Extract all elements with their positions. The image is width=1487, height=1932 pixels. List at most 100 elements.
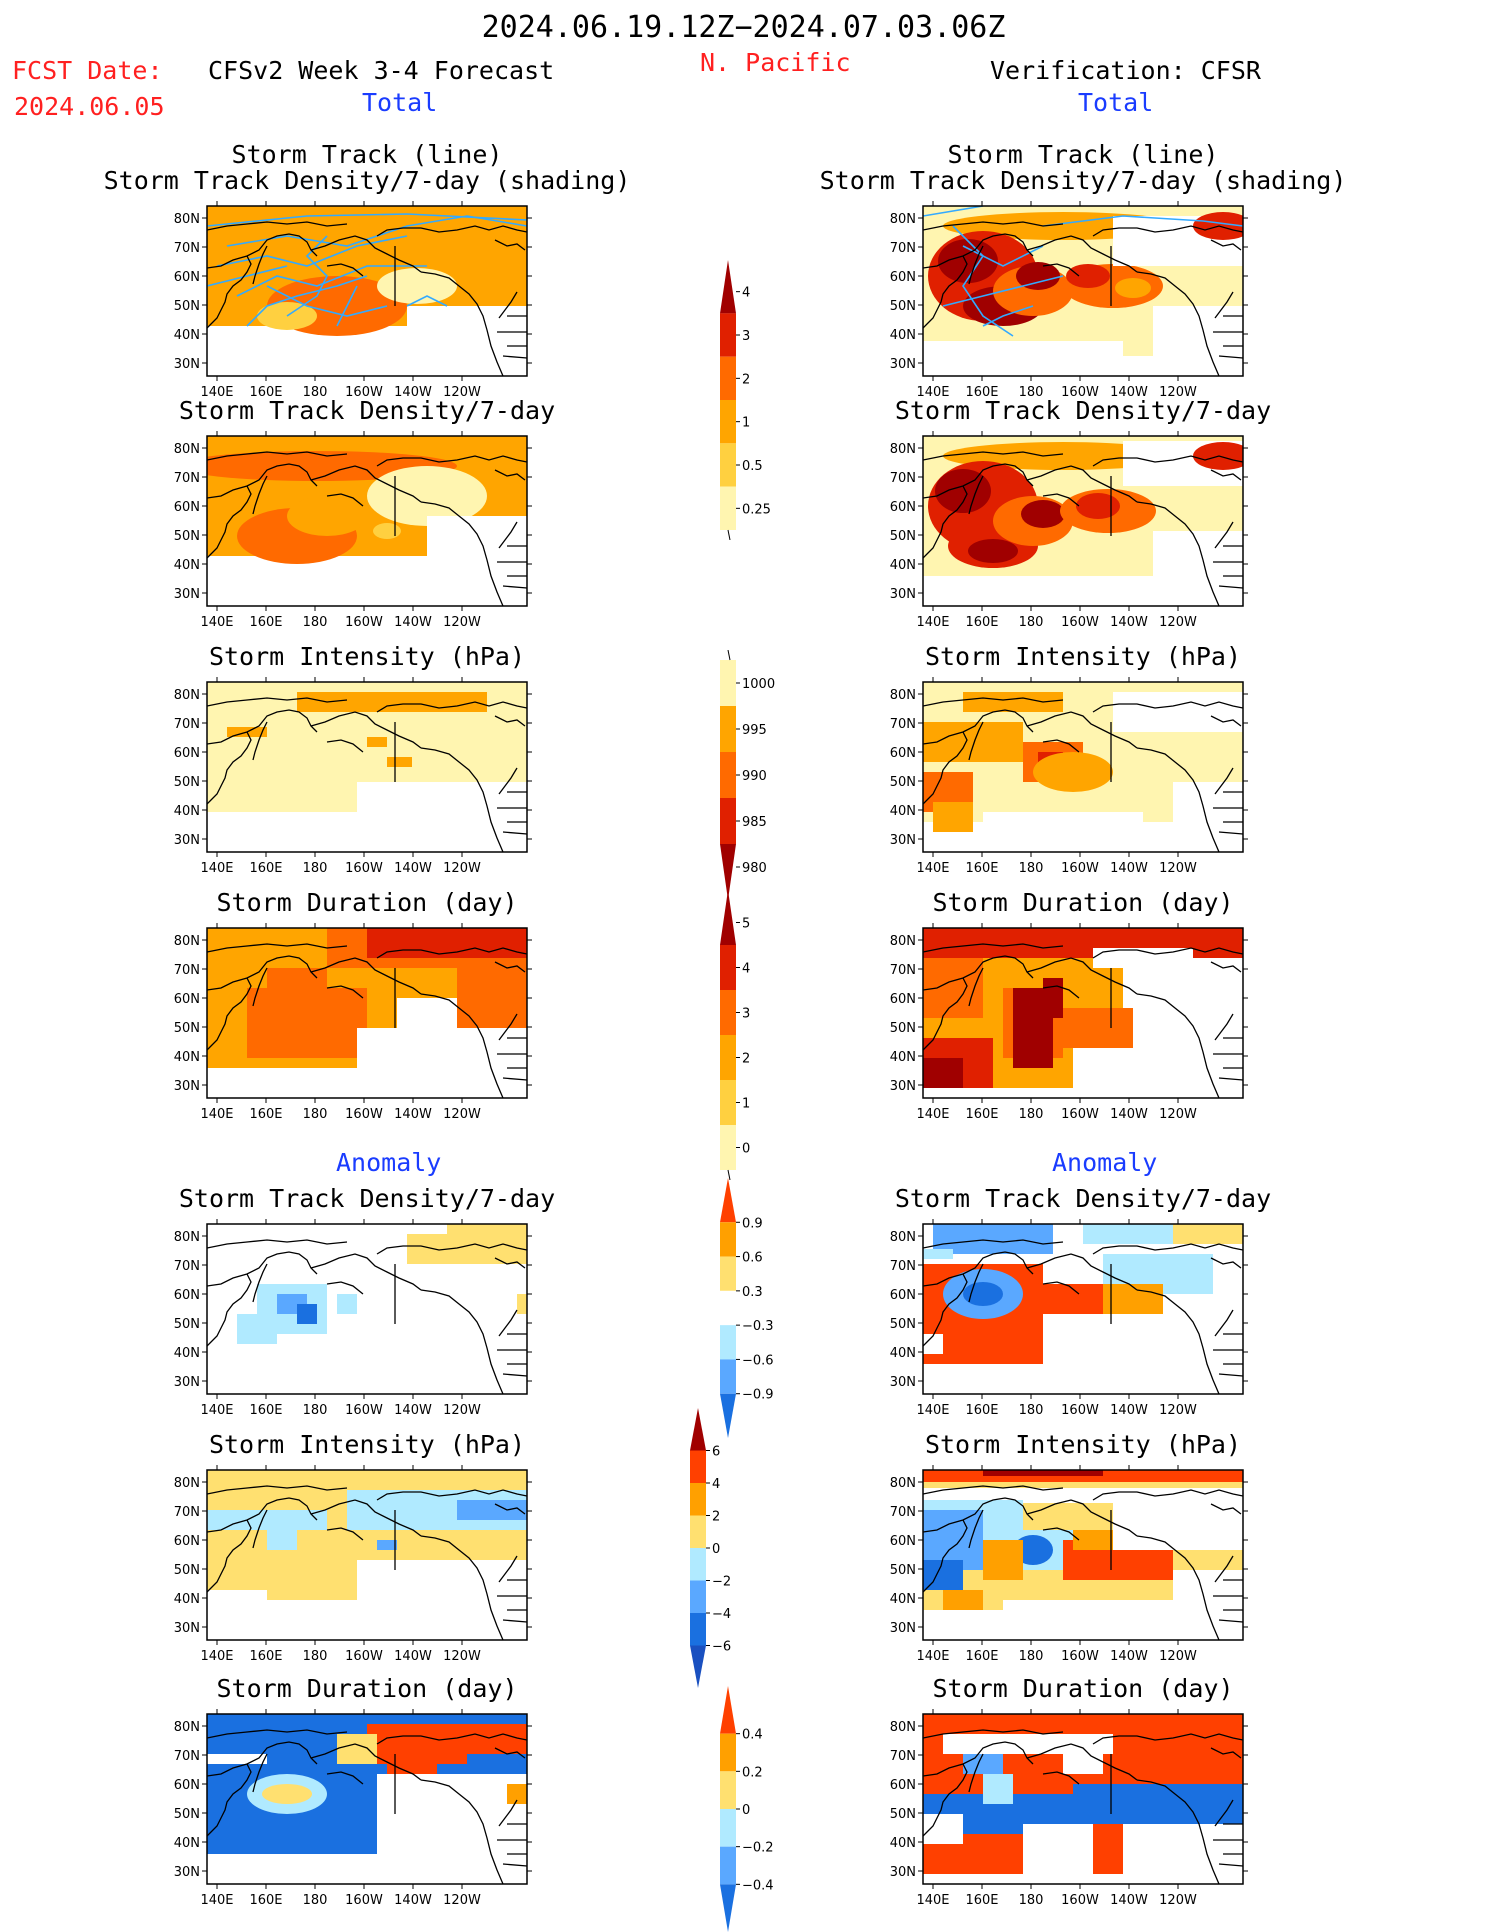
lat-tick-label: 30N [890,357,916,372]
colorbar-label: 995 [742,723,767,738]
lat-tick-label: 70N [890,471,916,486]
coastline [1026,465,1138,503]
shaded-region [377,268,457,304]
shaded-region [1076,493,1120,519]
lon-tick-label: 140W [394,1893,432,1908]
coastline [207,1273,252,1347]
lat-tick-label: 60N [174,1288,200,1303]
coastline [252,1263,268,1303]
storm-track-line [942,275,1064,307]
colorbar-swatch [720,356,736,400]
colorbar: 0.4 0.2 0 −0.2 −0.4 [720,1686,800,1932]
lon-tick-label: 160W [345,385,383,400]
coastline [498,1555,518,1583]
lon-tick-label: 120W [443,1107,481,1122]
coastline [207,1251,318,1287]
lat-tick-label: 80N [174,1720,200,1735]
lon-tick-label: 140E [916,861,949,876]
lat-tick-label: 60N [890,1288,916,1303]
colorbar-label: 0 [712,1542,720,1557]
coastline [420,271,504,376]
shaded-region [1123,968,1183,1008]
coastline [1136,1535,1220,1640]
lat-tick-label: 30N [174,1375,200,1390]
shaded-region [337,1294,357,1314]
storm-track-line [952,225,1014,337]
lat-tick-label: 80N [890,688,916,703]
lat-tick-label: 70N [890,1259,916,1274]
lon-tick-label: 180 [1019,861,1044,876]
shaded-region [427,516,527,606]
colorbar-label: 5 [742,917,750,932]
colorbar-swatch [720,660,736,706]
coastline [1042,1771,1080,1785]
lat-tick-label: 50N [174,1807,200,1822]
lon-tick-label: 120W [1159,861,1197,876]
coastline [207,1741,318,1777]
colorbar: 0.9 0.6 0.3 −0.3 −0.6 −0.9 [720,1178,800,1438]
lat-tick-label: 30N [174,1865,200,1880]
shaded-region [1153,306,1243,376]
shaded-region [1193,212,1243,240]
shaded-region [1063,1734,1103,1774]
lon-tick-label: 160E [249,1107,282,1122]
coastline [252,721,268,761]
lon-tick-label: 140W [394,385,432,400]
shaded-region [923,928,1243,958]
lon-tick-label: 180 [303,1403,328,1418]
coastline [376,455,527,467]
coastline [376,1733,527,1745]
coastline [1026,1499,1138,1537]
lon-tick-label: 160W [1061,1893,1099,1908]
coastline [502,831,527,835]
colorbar-label: 0.6 [742,1251,763,1266]
coastline [502,355,527,359]
shaded-region [923,576,1123,606]
coastline [498,521,518,549]
map-panel: 80N 70N 60N 50N 40N 30N 140E 160E 180 160W 140W 120… [863,922,1263,1132]
lon-tick-label: 160W [1061,1107,1099,1122]
shaded-region [983,1774,1013,1804]
lon-tick-label: 140E [200,1893,233,1908]
colorbar-label: −2 [712,1575,731,1590]
coastline [326,1527,364,1541]
coastline [326,739,364,753]
shaded-region [943,1324,1023,1354]
lat-tick-label: 30N [174,1621,200,1636]
lat-tick-label: 40N [890,1836,916,1851]
lon-tick-label: 160W [1061,615,1099,630]
coastline [1042,1281,1080,1295]
lat-tick-label: 30N [174,587,200,602]
shaded-region [1021,500,1065,528]
coastline [252,475,268,515]
coastline [968,1263,984,1303]
coastline [1042,1527,1080,1541]
colorbar-swatch [720,1884,736,1932]
coastline [1042,263,1080,277]
coastline [1136,747,1220,852]
coastline [498,1799,518,1827]
coastline [494,469,526,481]
lon-tick-label: 120W [1159,385,1197,400]
lon-tick-label: 140E [916,1403,949,1418]
colorbar-label: 4 [742,962,750,977]
coastline [1210,1503,1242,1515]
lon-tick-label: 160E [965,1649,998,1664]
shaded-region [1016,262,1060,290]
colorbar-swatch [720,1393,736,1438]
shaded-region [357,1028,527,1098]
shaded-region [1113,692,1243,732]
colorbar-label: −0.4 [742,1878,774,1893]
colorbar-swatch [690,1515,706,1548]
coastline [498,1309,518,1337]
lat-tick-label: 70N [890,1505,916,1520]
panel-title: Storm Track Density/7-day [178,396,556,425]
coastline [923,1729,1064,1739]
coastline [376,1243,527,1255]
colorbar: 5 4 3 2 1 0 [720,890,800,1180]
lon-tick-label: 160E [965,1893,998,1908]
colorbar-label: 6 [712,1445,720,1460]
coastline [310,465,422,503]
lat-tick-label: 50N [174,1563,200,1578]
